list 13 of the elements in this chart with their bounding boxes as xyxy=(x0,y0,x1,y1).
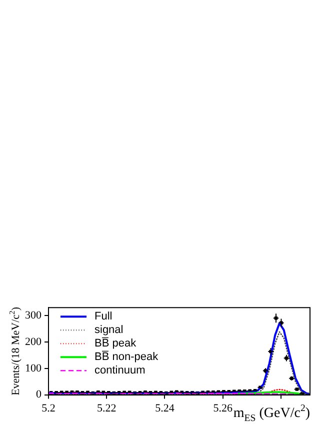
x-tick-label: 5.2 xyxy=(42,402,56,414)
x-tick-label: 5.24 xyxy=(155,402,175,414)
x-tick-label: 5.22 xyxy=(96,402,116,414)
y-tick-label: 300 xyxy=(25,309,42,322)
legend-label: signal xyxy=(94,324,124,336)
legend-label: BB̅ peak xyxy=(94,336,137,350)
legend-label: Full xyxy=(94,310,112,323)
y-tick-label: 200 xyxy=(25,336,42,348)
x-tick-label: 5.26 xyxy=(213,402,233,414)
legend-label: BB̅ non-peak xyxy=(94,350,159,364)
y-tick-label: 0 xyxy=(36,388,42,401)
y-tick-label: 100 xyxy=(25,362,42,374)
legend-label: continuum xyxy=(94,364,146,377)
